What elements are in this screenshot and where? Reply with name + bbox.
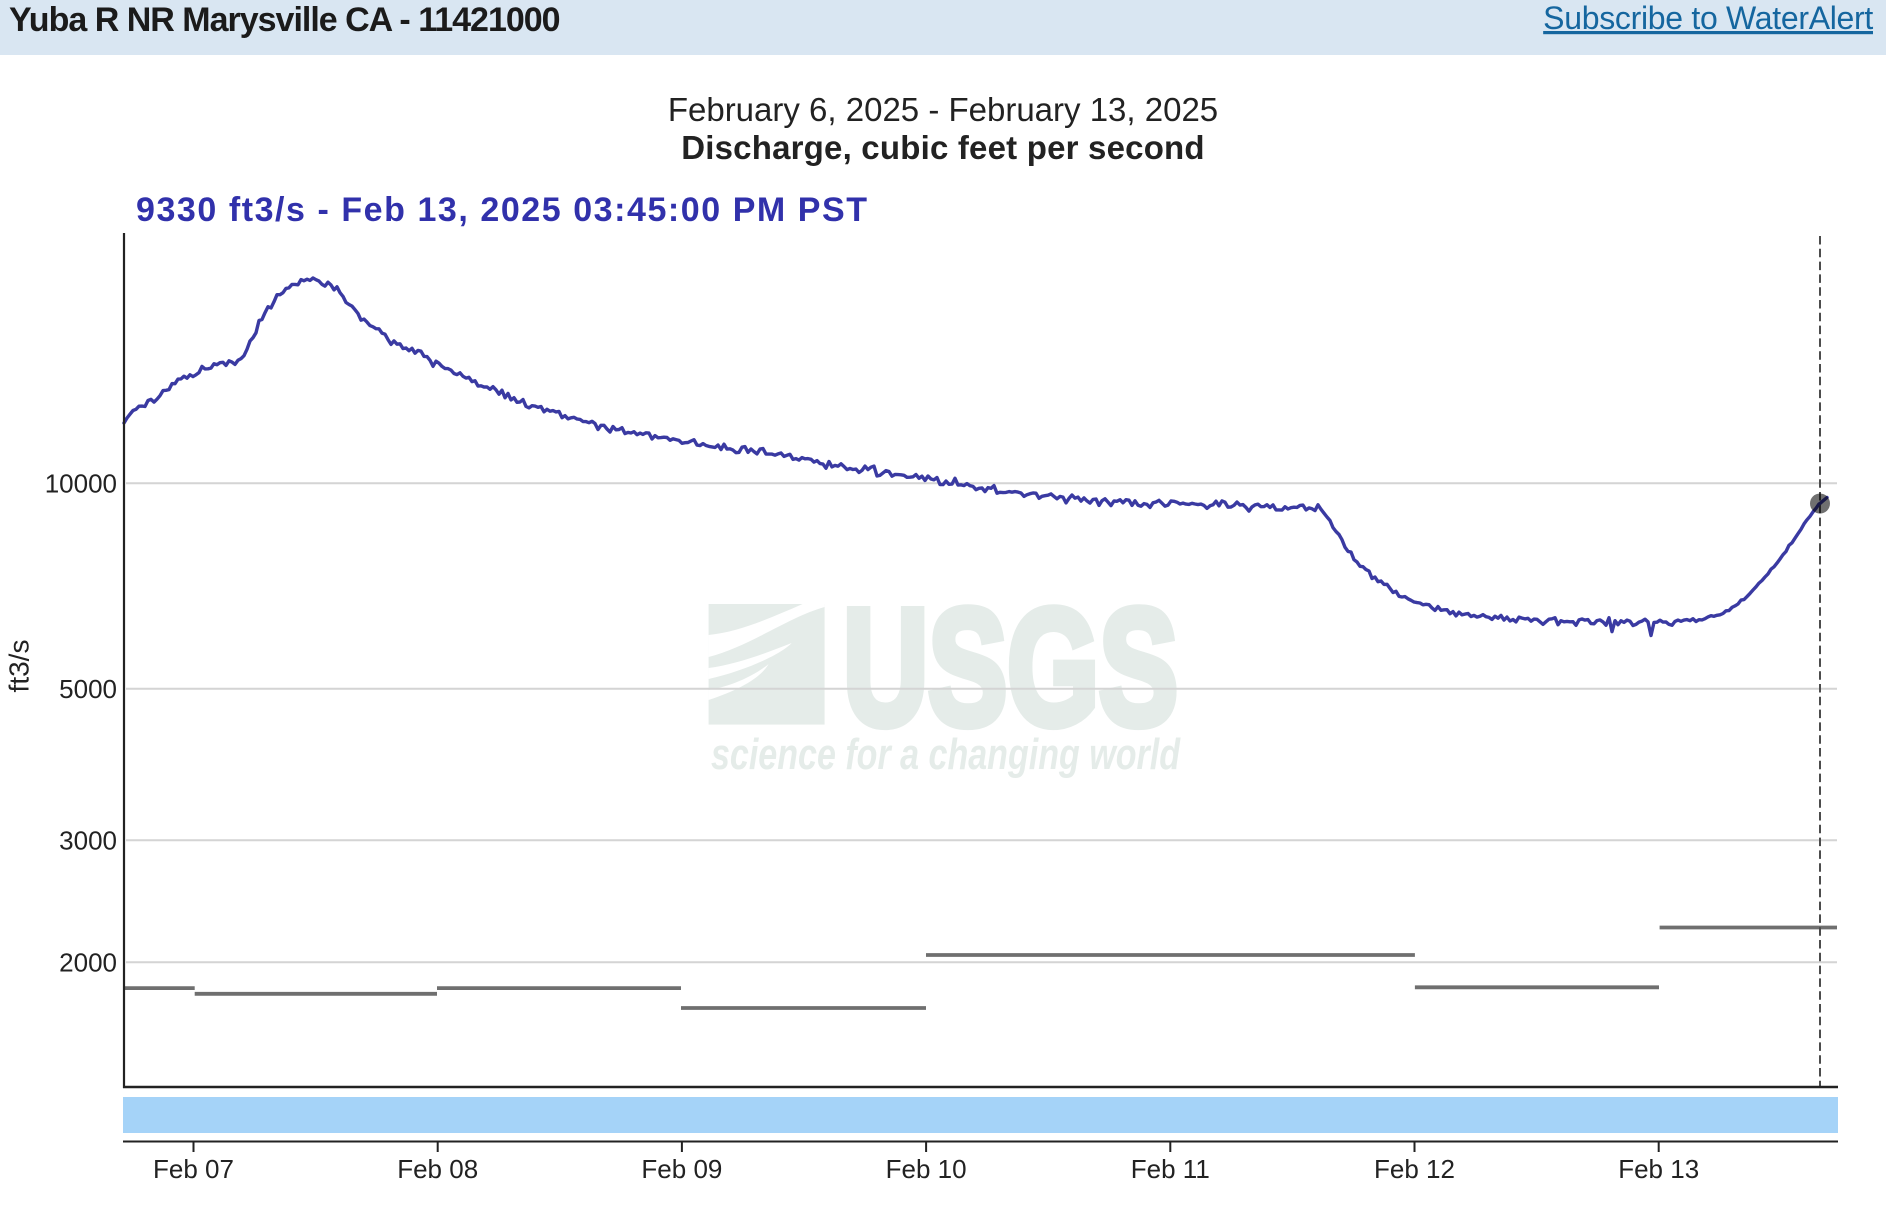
svg-text:Feb 13: Feb 13 [1618, 1154, 1699, 1184]
svg-text:Feb 07: Feb 07 [153, 1154, 234, 1184]
svg-text:5000: 5000 [59, 674, 117, 704]
svg-text:Feb 09: Feb 09 [641, 1154, 722, 1184]
svg-text:3000: 3000 [59, 826, 117, 856]
svg-text:Feb 11: Feb 11 [1131, 1154, 1210, 1184]
svg-text:9330 ft3/s - Feb 13, 2025 03:4: 9330 ft3/s - Feb 13, 2025 03:45:00 PM PS… [136, 191, 869, 229]
svg-text:science for a changing world: science for a changing world [711, 730, 1181, 779]
svg-text:Feb 08: Feb 08 [397, 1154, 478, 1184]
svg-text:Subscribe to WaterAlert: Subscribe to WaterAlert [1543, 0, 1873, 36]
svg-text:2000: 2000 [59, 948, 117, 978]
svg-text:February 6, 2025 - February 13: February 6, 2025 - February 13, 2025 [668, 91, 1218, 128]
svg-text:Feb 12: Feb 12 [1374, 1154, 1455, 1184]
svg-text:USGS: USGS [843, 575, 1178, 759]
svg-text:Discharge, cubic feet per seco: Discharge, cubic feet per second [681, 129, 1205, 166]
svg-text:10000: 10000 [45, 469, 117, 499]
svg-text:Yuba R NR Marysville CA - 1142: Yuba R NR Marysville CA - 11421000 [9, 1, 560, 39]
svg-text:ft3/s: ft3/s [4, 640, 35, 693]
svg-text:Feb 10: Feb 10 [886, 1154, 967, 1184]
